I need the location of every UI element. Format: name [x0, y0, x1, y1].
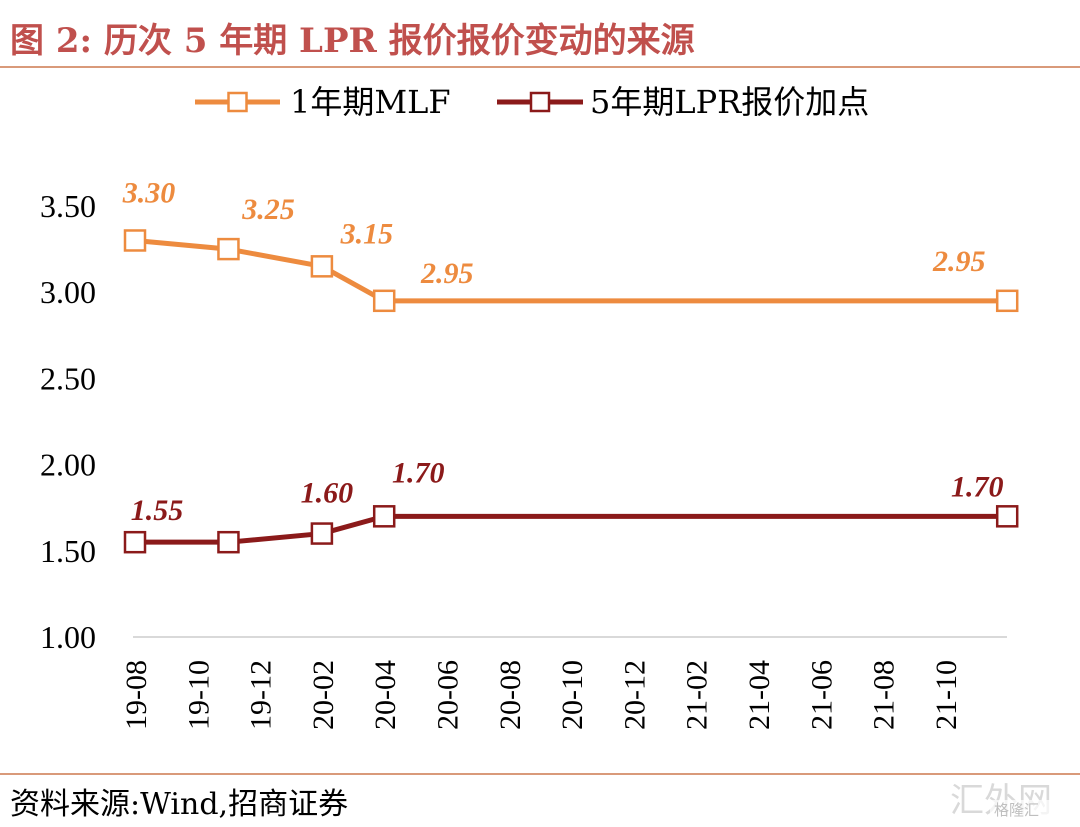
source-note: 资料来源:Wind,招商证券 [10, 787, 348, 822]
data-point-marker [995, 289, 1019, 313]
series-line-2 [135, 513, 1008, 545]
y-axis: 1.00 1.50 2.00 2.50 3.00 3.50 [40, 188, 96, 655]
watermark-badge [990, 800, 1054, 820]
data-labels: 3.30 3.25 3.15 2.95 2.95 1.55 1.60 1.70 1.70 [122, 176, 1004, 527]
data-point-marker [310, 522, 334, 545]
x-tick-label: 21-04 [743, 660, 776, 730]
legend-label: 1年期MLF [290, 83, 451, 121]
data-point-marker [123, 530, 147, 554]
x-tick-label: 21-08 [868, 660, 901, 730]
data-label: 1.55 [131, 494, 184, 527]
x-tick-label: 19-08 [120, 660, 153, 730]
data-label: 3.15 [340, 217, 394, 250]
x-tick-label: 20-02 [307, 660, 340, 730]
data-label: 3.25 [241, 193, 295, 226]
y-tick-label: 2.50 [40, 360, 96, 396]
legend: 1年期MLF 5年期LPR报价加点 [195, 83, 869, 121]
x-tick-label: 20-12 [618, 660, 651, 730]
data-point-marker [372, 505, 396, 528]
data-label: 2.95 [932, 245, 986, 278]
data-label: 1.70 [951, 470, 1004, 503]
data-point-marker [372, 289, 396, 313]
data-label: 3.30 [122, 176, 176, 209]
y-tick-label: 3.50 [40, 188, 96, 224]
data-point-marker [217, 530, 240, 554]
y-tick-label: 1.00 [40, 619, 96, 655]
y-tick-label: 1.50 [40, 533, 96, 569]
x-tick-label: 20-04 [369, 660, 402, 730]
data-point-marker [310, 255, 334, 278]
y-tick-label: 2.00 [40, 447, 96, 483]
x-tick-label: 20-10 [556, 660, 589, 730]
y-tick-label: 3.00 [40, 274, 96, 310]
watermark-subtext: 格隆汇 [994, 801, 1039, 819]
x-tick-label: 20-06 [432, 660, 465, 730]
legend-swatch-marker [529, 91, 551, 113]
x-tick-label: 20-08 [494, 660, 527, 730]
data-point-marker [995, 505, 1019, 528]
series-line-1 [134, 237, 1008, 304]
data-point-marker [123, 229, 147, 252]
x-tick-label: 19-12 [245, 660, 278, 730]
data-label: 1.60 [301, 477, 354, 510]
series-layer [123, 229, 1019, 554]
data-label: 2.95 [420, 257, 474, 290]
data-label: 1.70 [392, 456, 445, 489]
legend-swatch-marker [227, 91, 248, 113]
legend-label: 5年期LPR报价加点 [590, 83, 869, 121]
x-tick-label: 21-06 [805, 660, 838, 730]
x-tick-label: 21-02 [681, 660, 714, 730]
x-axis: 19-08 19-10 19-12 20-02 20-04 20-06 20-08 20-10… [120, 660, 963, 730]
chart-title: 图 2: 历次 5 年期 LPR 报价报价变动的来源 [10, 21, 695, 61]
x-tick-label: 19-10 [182, 660, 215, 730]
data-point-marker [217, 237, 240, 261]
x-tick-label: 21-10 [930, 660, 963, 730]
